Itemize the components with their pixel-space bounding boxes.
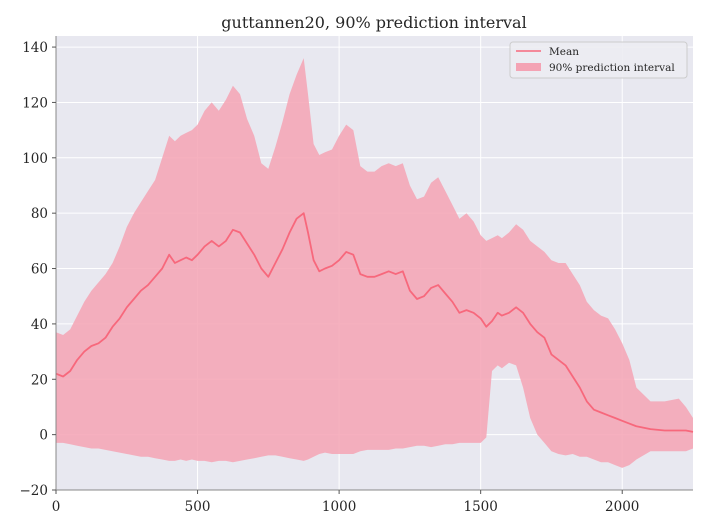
y-tick-label: 40 bbox=[31, 317, 48, 333]
x-tick-label: 1500 bbox=[463, 499, 497, 515]
x-tick-label: 2000 bbox=[605, 499, 639, 515]
prediction-interval-band bbox=[56, 58, 693, 468]
y-tick-label: −20 bbox=[20, 483, 49, 499]
chart-title: guttannen20, 90% prediction interval bbox=[221, 13, 526, 32]
mean-line bbox=[55, 212, 694, 433]
legend-mean-label: Mean bbox=[549, 46, 579, 58]
legend-interval-swatch bbox=[516, 63, 541, 71]
y-tick-label: 140 bbox=[22, 40, 48, 56]
y-tick-label: 120 bbox=[22, 95, 48, 111]
x-tick-label: 1000 bbox=[322, 499, 356, 515]
y-tick-label: 20 bbox=[31, 372, 48, 388]
x-tick-label: 0 bbox=[52, 499, 61, 515]
mean-line-layer bbox=[55, 212, 694, 433]
legend: Mean 90% prediction interval bbox=[509, 41, 688, 79]
prediction-band-layer bbox=[56, 58, 693, 468]
y-tick-label: 60 bbox=[31, 262, 48, 278]
y-tick-label: 100 bbox=[22, 151, 48, 167]
legend-box bbox=[509, 41, 688, 79]
legend-interval-label: 90% prediction interval bbox=[549, 62, 675, 74]
y-tick-label: 0 bbox=[39, 428, 48, 444]
y-tick-label: 80 bbox=[31, 206, 48, 222]
x-tick-label: 500 bbox=[185, 499, 211, 515]
